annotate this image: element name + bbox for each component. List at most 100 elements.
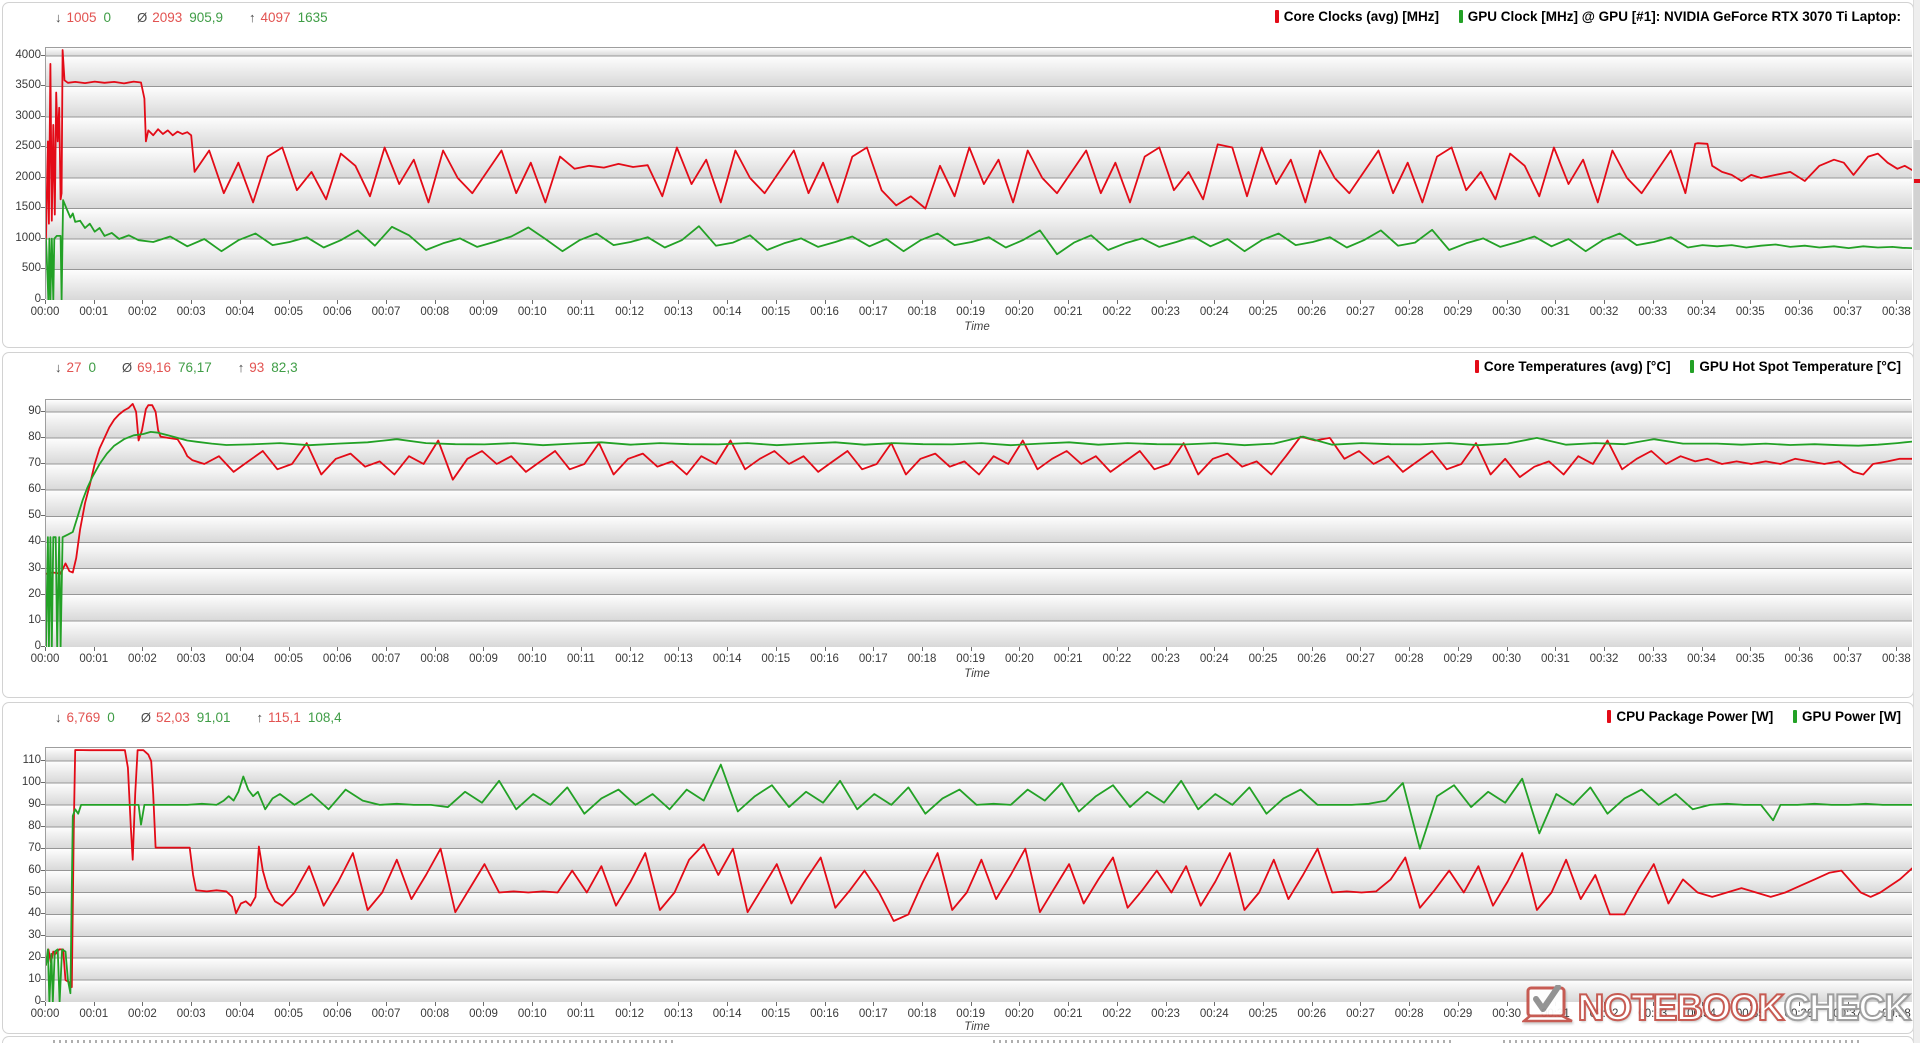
x-tick-mark xyxy=(824,1002,826,1006)
x-tick-label: 00:20 xyxy=(1005,1008,1034,1020)
x-tick-label: 00:17 xyxy=(858,306,888,318)
x-tick-mark xyxy=(629,647,631,651)
legend-marker-green xyxy=(1690,360,1695,373)
x-tick-mark xyxy=(1409,300,1411,304)
y-tick-mark xyxy=(41,869,45,871)
y-tick-label: 2500 xyxy=(15,140,41,153)
x-tick-label: 00:16 xyxy=(810,653,839,665)
y-tick-label: 40 xyxy=(28,907,41,920)
x-tick-mark xyxy=(1847,300,1849,304)
x-tick-label: 00:25 xyxy=(1248,306,1278,318)
x-tick-mark xyxy=(1360,647,1362,651)
cropped-text-fragments xyxy=(1503,1040,1863,1043)
x-tick-label: 00:11 xyxy=(566,306,595,318)
x-tick-mark xyxy=(775,300,777,304)
x-tick-mark xyxy=(532,300,534,304)
stat-avg-red: 69,16 xyxy=(137,360,171,375)
x-tick-mark xyxy=(191,300,193,304)
cropped-text-fragments xyxy=(993,1040,1453,1043)
x-tick-label: 00:06 xyxy=(322,653,352,665)
x-tick-mark xyxy=(1896,1002,1898,1006)
x-tick-mark xyxy=(386,300,388,304)
x-tick-label: 00:23 xyxy=(1151,653,1180,665)
x-tick-mark xyxy=(1750,647,1752,651)
stat-min-red: 6,769 xyxy=(66,710,101,725)
x-tick-mark xyxy=(1165,647,1167,651)
clipped-chart-sliver xyxy=(1914,179,1920,183)
x-tick-label: 00:12 xyxy=(615,1008,645,1020)
x-tick-label: 00:31 xyxy=(1540,653,1570,665)
x-tick-mark xyxy=(1750,1002,1752,1006)
x-tick-mark xyxy=(434,300,436,304)
x-tick-label: 00:08 xyxy=(420,306,450,318)
x-tick-label: 00:11 xyxy=(566,1008,595,1020)
y-tick-mark xyxy=(41,847,45,849)
x-tick-mark xyxy=(93,300,95,304)
x-tick-mark xyxy=(824,647,826,651)
cropped-text-fragments xyxy=(53,1040,673,1043)
x-tick-mark xyxy=(1750,300,1752,304)
scrollbar-thumb[interactable] xyxy=(1914,140,1920,250)
y-tick-label: 20 xyxy=(28,587,41,600)
x-tick-mark xyxy=(1214,647,1216,651)
max-arrow-icon: ↑ xyxy=(249,10,256,25)
x-tick-label: 00:17 xyxy=(858,1008,888,1020)
x-tick-mark xyxy=(1165,300,1167,304)
y-tick-label: 60 xyxy=(28,483,41,496)
y-tick-mark xyxy=(41,463,45,465)
y-tick-label: 80 xyxy=(28,819,41,832)
x-tick-label: 00:27 xyxy=(1346,306,1375,318)
avg-symbol-icon: Ø xyxy=(137,10,148,25)
x-tick-label: 00:36 xyxy=(1784,653,1814,665)
x-tick-label: 00:36 xyxy=(1784,1008,1814,1020)
y-tick-mark xyxy=(41,891,45,893)
y-tick-mark xyxy=(41,803,45,805)
x-tick-mark xyxy=(483,300,485,304)
legend: CPU Package Power [W] GPU Power [W] xyxy=(1591,709,1901,727)
avg-symbol-icon: Ø xyxy=(122,360,133,375)
x-tick-mark xyxy=(970,300,972,304)
x-tick-label: 00:05 xyxy=(274,653,303,665)
x-tick-mark xyxy=(1506,647,1508,651)
x-tick-label: 00:13 xyxy=(663,653,693,665)
x-tick-label: 00:02 xyxy=(128,306,157,318)
x-tick-mark xyxy=(1214,300,1216,304)
x-tick-mark xyxy=(970,1002,972,1006)
x-tick-mark xyxy=(1311,1002,1313,1006)
x-tick-label: 00:19 xyxy=(956,306,986,318)
x-tick-mark xyxy=(288,300,290,304)
x-tick-label: 00:14 xyxy=(712,653,742,665)
x-tick-mark xyxy=(1506,300,1508,304)
x-tick-mark xyxy=(727,1002,729,1006)
y-tick-mark xyxy=(41,515,45,517)
x-tick-mark xyxy=(1847,647,1849,651)
x-tick-label: 00:09 xyxy=(469,306,498,318)
y-tick-mark xyxy=(41,176,45,178)
x-tick-mark xyxy=(1798,647,1800,651)
x-tick-mark xyxy=(434,647,436,651)
x-tick-label: 00:26 xyxy=(1297,653,1327,665)
x-tick-label: 00:38 xyxy=(1881,653,1911,665)
x-tick-mark xyxy=(1652,1002,1654,1006)
x-tick-mark xyxy=(45,300,46,304)
legend-label: Core Temperatures (avg) [°C] xyxy=(1483,359,1671,374)
x-tick-label: 00:30 xyxy=(1492,306,1521,318)
x-tick-mark xyxy=(1019,300,1021,304)
x-tick-mark xyxy=(1652,300,1654,304)
legend-marker-green xyxy=(1792,710,1797,723)
y-tick-label: 90 xyxy=(28,404,41,417)
x-tick-mark xyxy=(532,647,534,651)
x-tick-label: 00:07 xyxy=(371,653,401,665)
x-tick-label: 00:32 xyxy=(1589,1008,1619,1020)
x-tick-mark xyxy=(142,647,144,651)
min-arrow-icon: ↓ xyxy=(55,10,62,25)
x-tick-mark xyxy=(1116,647,1118,651)
y-tick-label: 20 xyxy=(28,951,41,964)
x-tick-label: 00:18 xyxy=(907,306,937,318)
y-tick-mark xyxy=(41,782,45,784)
x-tick-label: 00:21 xyxy=(1053,306,1083,318)
x-tick-label: 00:34 xyxy=(1687,306,1716,318)
vertical-scrollbar[interactable] xyxy=(1913,0,1920,1043)
x-tick-label: 00:09 xyxy=(469,1008,498,1020)
